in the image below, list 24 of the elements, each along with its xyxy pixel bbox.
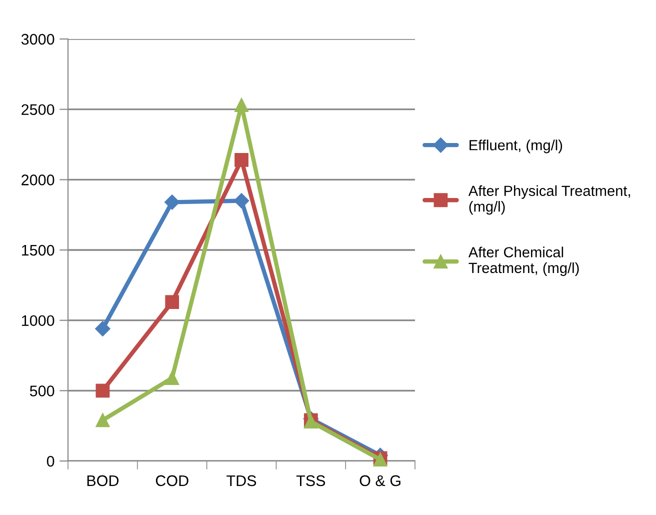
y-tick-label: 0: [46, 456, 54, 467]
point: [165, 371, 180, 385]
point: [95, 321, 110, 336]
legend-label: After Chemical Treatment, (mg/l): [468, 246, 579, 276]
y-tick-label: 1000: [22, 315, 54, 326]
point: [96, 413, 110, 428]
point: [164, 194, 180, 210]
y-tick-label: 3000: [21, 34, 54, 45]
point: [96, 384, 110, 398]
y-tick-label: 500: [30, 386, 54, 396]
x-tick-label: BOD: [87, 475, 119, 486]
point: [234, 98, 248, 112]
x-tick-label: TSS: [296, 475, 326, 486]
y-tick-label: 2500: [22, 104, 54, 116]
point: [165, 295, 180, 309]
point: [234, 153, 248, 167]
legend-label: After Physical Treatment, (mg/l): [468, 185, 630, 215]
x-tick-label: TDS: [226, 475, 256, 486]
point: [234, 193, 250, 208]
y-tick-label: 1500: [22, 244, 54, 256]
legend-label: Effluent, (mg/l): [470, 140, 562, 154]
y-tick-label: 2000: [22, 174, 54, 186]
x-tick-label: COD: [156, 475, 188, 486]
x-tick-label: O & G: [360, 475, 400, 486]
